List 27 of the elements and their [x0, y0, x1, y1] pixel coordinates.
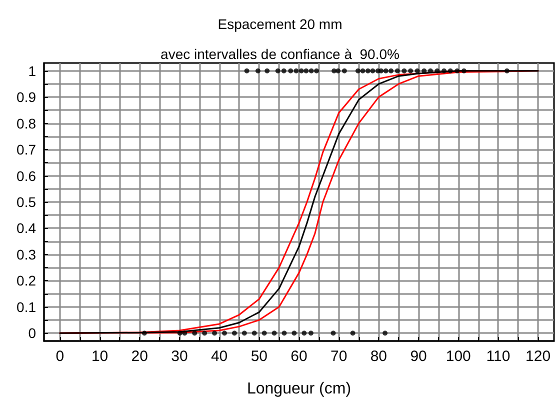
x-axis-title: Longueur (cm) [246, 380, 352, 398]
y-tick-label: 0.7 [16, 142, 36, 158]
x-tick-label: 60 [290, 348, 308, 365]
x-tick-label: 90 [410, 348, 427, 365]
y-tick-label: 0.4 [16, 220, 36, 236]
x-tick-label: 10 [91, 348, 108, 365]
y-tick-label: 0.1 [16, 298, 36, 315]
x-tick-label: 100 [446, 348, 471, 365]
y-tick-label: 0.6 [16, 168, 36, 184]
chart-title: Espacement 20 mm [218, 16, 342, 32]
x-tick-label: 80 [370, 348, 388, 365]
y-tick-label: 1 [28, 62, 36, 79]
x-tick-label: 30 [171, 348, 188, 365]
y-tick-label: 0 [28, 325, 36, 342]
y-tick-label: 0.3 [16, 246, 36, 262]
x-tick-label: 20 [131, 348, 148, 365]
x-tick-label: 40 [210, 348, 228, 365]
y-tick-label: 0.8 [16, 115, 36, 132]
x-tick-label: 70 [330, 348, 348, 365]
y-tick-label: 0.5 [16, 194, 36, 210]
x-tick-label: 110 [486, 348, 510, 365]
y-tick-label: 0.2 [16, 272, 36, 289]
y-tick-label: 0.9 [16, 89, 36, 106]
x-tick-label: 0 [56, 348, 64, 365]
x-tick-label: 120 [526, 348, 551, 365]
x-tick-label: 50 [250, 348, 268, 365]
chart-subtitle: avec intervalles de confiance à 90.0% [160, 46, 400, 62]
